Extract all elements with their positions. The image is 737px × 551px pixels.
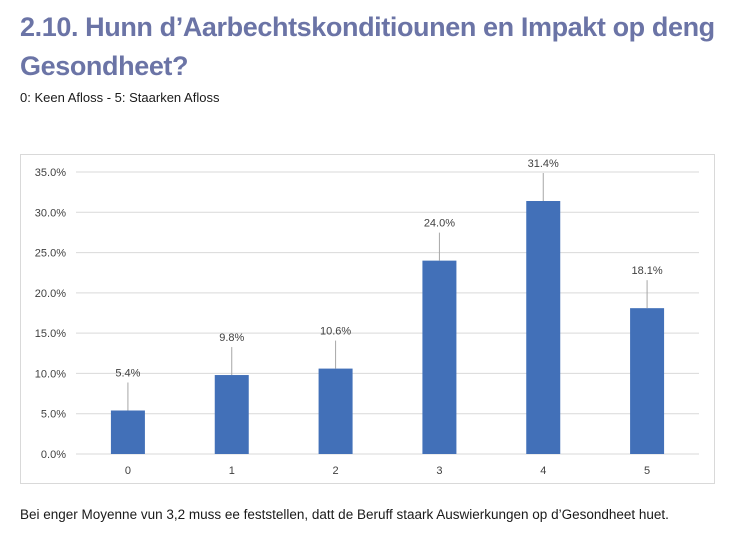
y-tick-label: 0.0% [41, 449, 66, 461]
page-title: 2.10. Hunn d’Aarbechtskonditiounen en Im… [20, 12, 715, 81]
gridlines [76, 171, 699, 455]
y-tick-label: 5.0% [41, 409, 66, 421]
data-label: 10.6% [320, 326, 351, 338]
data-label: 5.4% [115, 367, 140, 379]
y-tick-label: 10.0% [35, 368, 66, 380]
bar-chart-svg: 0.0% 5.0% 10.0% 15.0% 20.0% 25.0% 30.0% 35.0% 5… [35, 158, 699, 477]
summary-text: Bei enger Moyenne vun 3,2 muss ee festst… [20, 507, 669, 522]
bar-chart: 0.0% 5.0% 10.0% 15.0% 20.0% 25.0% 30.0% 35.0% 5… [20, 154, 715, 484]
bar-0 [110, 410, 145, 454]
scale-description: 0: Keen Afloss - 5: Staarken Afloss [20, 90, 220, 105]
y-tick-label: 20.0% [35, 288, 66, 300]
x-tick-label: 2 [333, 465, 339, 477]
x-tick-label: 5 [644, 465, 650, 477]
x-tick-label: 3 [436, 465, 442, 477]
y-tick-label: 30.0% [35, 207, 66, 219]
y-tick-label: 25.0% [35, 248, 66, 260]
y-tick-label: 35.0% [35, 167, 66, 179]
bar-4 [526, 201, 561, 454]
bars [110, 201, 665, 454]
data-label: 31.4% [528, 158, 559, 170]
bar-5 [630, 308, 665, 454]
y-tick-label: 15.0% [35, 328, 66, 340]
x-tick-label: 4 [540, 465, 546, 477]
x-tick-label: 0 [125, 465, 131, 477]
data-labels: 5.4% 9.8% 10.6% 24.0% 31.4% 18.1% [115, 158, 663, 379]
x-axis-ticks: 0 1 2 3 4 5 [125, 465, 650, 477]
data-label: 18.1% [631, 265, 662, 277]
data-label: 9.8% [219, 332, 244, 344]
bar-3 [422, 260, 457, 454]
bar-2 [318, 368, 353, 454]
bar-1 [214, 375, 249, 454]
x-tick-label: 1 [229, 465, 235, 477]
data-label: 24.0% [424, 218, 455, 230]
leader-lines [127, 173, 648, 411]
y-axis-ticks: 0.0% 5.0% 10.0% 15.0% 20.0% 25.0% 30.0% 35.0% [35, 167, 66, 461]
